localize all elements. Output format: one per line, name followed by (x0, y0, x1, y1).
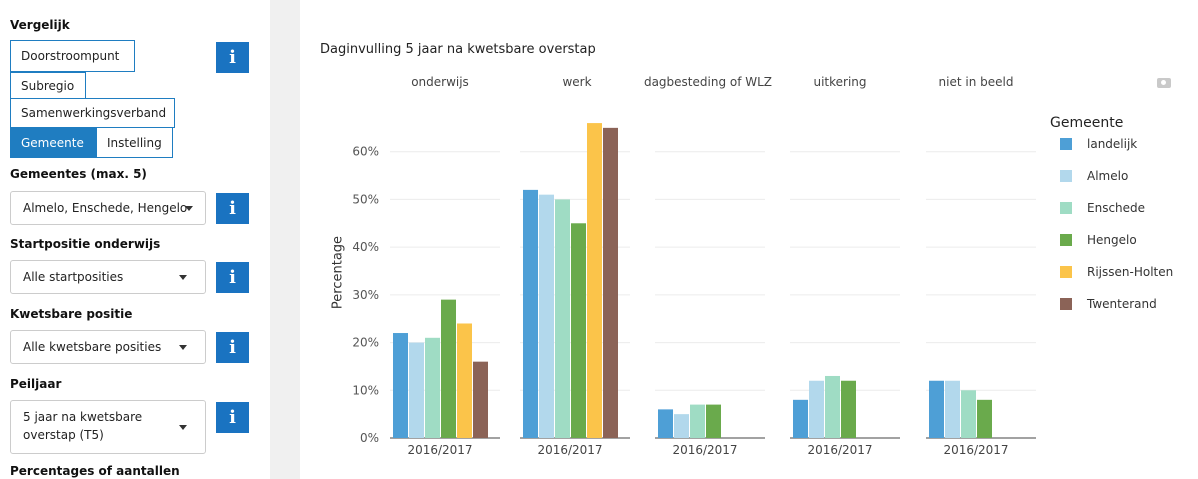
panel-divider (270, 0, 300, 479)
bar-rijssen-holten-0 (457, 323, 472, 438)
municipalities-select[interactable]: Almelo, Enschede, Hengelo (10, 191, 206, 225)
bar-almelo-0 (409, 342, 424, 438)
start-position-info-icon[interactable]: i (216, 262, 249, 293)
x-tick-label: 2016/2017 (537, 443, 602, 457)
bar-twenterand-1 (603, 127, 618, 438)
compare-doorstroompunt-button[interactable]: Doorstroompunt (10, 40, 135, 72)
bar-landelijk-1 (523, 189, 538, 438)
bar-hengelo-3 (841, 380, 856, 438)
bar-hengelo-2 (706, 404, 721, 438)
bar-landelijk-2 (658, 409, 673, 438)
legend-item[interactable]: Twenterand (1060, 297, 1157, 311)
year-info-icon[interactable]: i (216, 402, 249, 433)
bar-enschede-4 (961, 390, 976, 438)
bar-almelo-1 (539, 194, 554, 438)
compare-info-icon[interactable]: i (216, 42, 249, 73)
panel-title-dagbesteding: dagbesteding of WLZ (643, 75, 773, 89)
bar-landelijk-0 (393, 333, 408, 438)
bar-enschede-1 (555, 199, 570, 438)
bar-hengelo-0 (441, 299, 456, 438)
panel-title-onderwijs: onderwijs (411, 75, 469, 89)
y-tick-label: 40% (352, 240, 379, 254)
bar-landelijk-3 (793, 399, 808, 438)
legend-swatch (1060, 202, 1072, 214)
legend-item[interactable]: Rijssen-Holten (1060, 265, 1173, 279)
year-select[interactable]: 5 jaar na kwetsbare overstap (T5) (10, 400, 206, 454)
legend-label: landelijk (1087, 137, 1138, 151)
compare-gemeente-button[interactable]: Gemeente (10, 127, 96, 158)
start-position-label: Startpositie onderwijs (10, 237, 161, 251)
chevron-down-icon (179, 275, 187, 280)
y-tick-label: 0% (360, 431, 379, 445)
vulnerable-position-info-icon[interactable]: i (216, 332, 249, 363)
x-tick-label: 2016/2017 (407, 443, 472, 457)
bar-enschede-0 (425, 337, 440, 438)
legend-label: Enschede (1087, 201, 1146, 215)
y-tick-label: 20% (352, 336, 379, 350)
y-tick-label: 60% (352, 145, 379, 159)
y-tick-label: 50% (352, 192, 379, 206)
legend-title: Gemeente (1050, 115, 1124, 131)
legend-swatch (1060, 266, 1072, 278)
panel-title-uitkering: uitkering (813, 75, 867, 89)
compare-subregio-button[interactable]: Subregio (10, 72, 86, 100)
legend-label: Hengelo (1087, 233, 1137, 247)
vulnerable-position-label: Kwetsbare positie (10, 307, 133, 321)
bar-enschede-2 (690, 404, 705, 438)
x-tick-label: 2016/2017 (807, 443, 872, 457)
legend-label: Almelo (1087, 169, 1129, 183)
percentages-label: Percentages of aantallen (10, 464, 180, 478)
bar-hengelo-1 (571, 223, 586, 438)
vulnerable-position-value: Alle kwetsbare posities (23, 340, 162, 354)
compare-samenwerkingsverband-button[interactable]: Samenwerkingsverband (10, 98, 175, 128)
bar-twenterand-0 (473, 361, 488, 438)
bar-almelo-2 (674, 414, 689, 438)
vulnerable-position-select[interactable]: Alle kwetsbare posities (10, 330, 206, 364)
panel-title-werk: werk (562, 75, 592, 89)
bar-enschede-3 (825, 375, 840, 438)
municipalities-info-icon[interactable]: i (216, 193, 249, 224)
bar-almelo-4 (945, 380, 960, 438)
bar-landelijk-4 (929, 380, 944, 438)
chevron-down-icon (179, 345, 187, 350)
compare-instelling-button[interactable]: Instelling (96, 127, 173, 158)
chevron-down-icon (179, 425, 187, 430)
chart-panel: Daginvulling 5 jaar na kwetsbare oversta… (300, 0, 1198, 479)
camera-icon[interactable] (1157, 78, 1171, 88)
legend-label: Twenterand (1087, 297, 1157, 311)
legend-label: Rijssen-Holten (1087, 265, 1174, 279)
legend-item[interactable]: Almelo (1060, 169, 1128, 183)
panel-title-niet-in-beeld: niet in beeld (938, 75, 1014, 89)
bar-hengelo-4 (977, 399, 992, 438)
bar-rijssen-holten-1 (587, 123, 602, 438)
y-tick-label: 30% (352, 288, 379, 302)
x-tick-label: 2016/2017 (943, 443, 1008, 457)
legend-item[interactable]: landelijk (1060, 137, 1137, 151)
year-label: Peiljaar (10, 377, 62, 391)
compare-label: Vergelijk (10, 18, 70, 32)
start-position-select[interactable]: Alle startposities (10, 260, 206, 294)
legend-item[interactable]: Enschede (1060, 201, 1145, 215)
legend-swatch (1060, 138, 1072, 150)
chevron-down-icon (185, 206, 193, 211)
start-position-value: Alle startposities (23, 270, 124, 284)
legend-swatch (1060, 234, 1072, 246)
bar-chart: 0% 10% 20% 30% 40% 50% 60% 2016/2017 2016/2017 20… (352, 123, 1036, 457)
filter-sidebar: Vergelijk Doorstroompunt Subregio Samenw… (0, 0, 270, 479)
legend-swatch (1060, 298, 1072, 310)
year-value: 5 jaar na kwetsbare overstap (T5) (23, 410, 143, 442)
bar-almelo-3 (809, 380, 824, 438)
legend-swatch (1060, 170, 1072, 182)
x-tick-label: 2016/2017 (672, 443, 737, 457)
municipalities-value: Almelo, Enschede, Hengelo (23, 201, 188, 215)
y-tick-label: 10% (352, 383, 379, 397)
legend-item[interactable]: Hengelo (1060, 233, 1137, 247)
chart-title: Daginvulling 5 jaar na kwetsbare oversta… (320, 42, 596, 57)
municipalities-label: Gemeentes (max. 5) (10, 167, 147, 181)
